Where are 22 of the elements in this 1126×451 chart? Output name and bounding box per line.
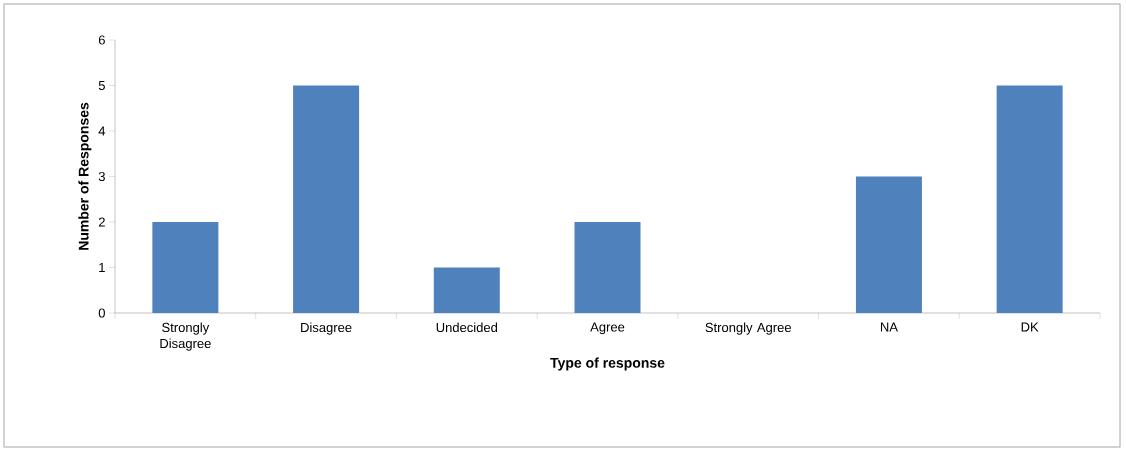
bar [855,176,922,313]
y-axis-title: Number of Responses [78,102,92,250]
y-tick-label: 4 [98,126,106,136]
bar [293,85,360,313]
x-tick-label: Strongly Disagree [160,322,211,351]
x-tick-label: DK [1021,322,1039,332]
x-tick-label: NA [880,322,898,332]
bar [433,267,500,313]
y-tick-label: 6 [98,35,105,45]
y-tick-label: 2 [98,217,105,227]
bar [152,222,219,313]
x-axis-title: Type of response [550,357,665,371]
x-tick-label: Strongly Agree [705,322,791,335]
x-tick-label: Undecided [436,322,498,333]
x-tick-label: Agree [590,322,625,335]
y-tick-label: 0 [98,308,105,318]
y-tick-label: 3 [98,171,105,182]
bar [996,85,1063,313]
y-tick-label: 5 [98,80,105,91]
y-tick-label: 1 [99,263,105,272]
bar [574,222,641,313]
x-tick-label: Disagree [301,322,352,335]
